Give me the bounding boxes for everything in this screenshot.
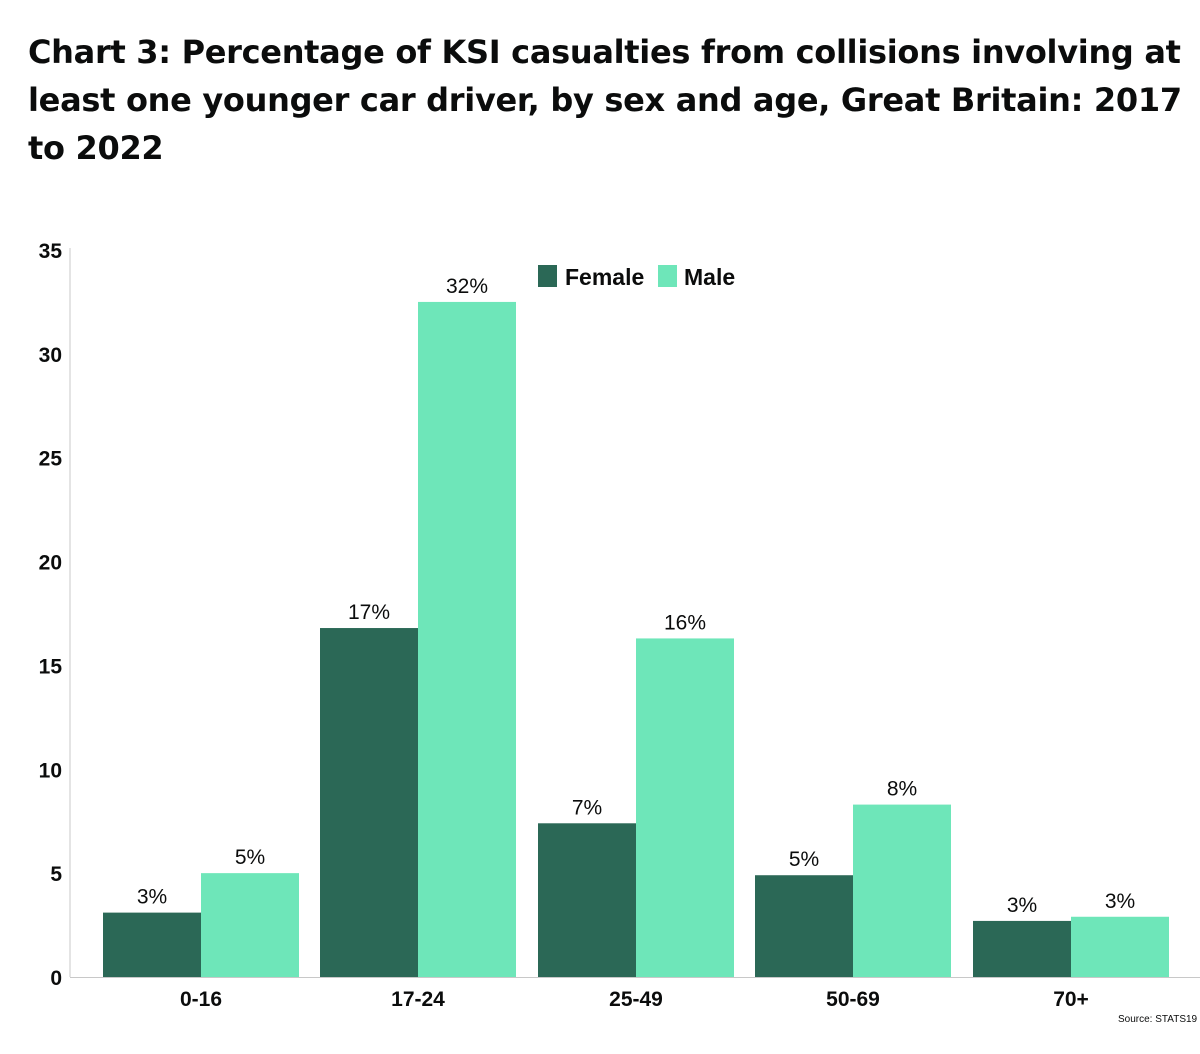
bar-female-25-49: [538, 823, 636, 977]
data-label-male-0-16: 5%: [235, 846, 265, 869]
y-tick-label: 5: [50, 863, 62, 886]
y-tick-label: 0: [50, 967, 62, 990]
bar-female-17-24: [320, 628, 418, 977]
bar-male-50-69: [853, 804, 951, 977]
x-tick-label: 70+: [1053, 988, 1089, 1011]
chart-title: Chart 3: Percentage of KSI casualties fr…: [28, 33, 1182, 167]
y-tick-label: 35: [39, 240, 63, 263]
data-label-male-70+: 3%: [1105, 890, 1135, 913]
y-tick-label: 30: [39, 344, 62, 367]
data-label-female-50-69: 5%: [789, 848, 819, 871]
source-note: Source: STATS19: [1118, 1014, 1198, 1025]
y-axis: 0 5 10 15 20 25 30 35: [39, 240, 71, 990]
data-label-female-70+: 3%: [1007, 894, 1037, 917]
source-label: Source: STATS19: [1118, 1014, 1198, 1025]
data-label-female-25-49: 7%: [572, 796, 602, 819]
x-tick-label: 25-49: [609, 988, 663, 1011]
bar-female-70+: [973, 920, 1071, 977]
legend-swatch-female: [538, 265, 557, 287]
legend-label-female: Female: [565, 264, 644, 290]
data-label-male-17-24: 32%: [446, 275, 488, 298]
bar-female-50-69: [755, 875, 853, 977]
x-tick-label: 0-16: [180, 988, 222, 1011]
y-tick-label: 20: [39, 552, 62, 575]
bar-female-0-16: [103, 912, 201, 977]
legend: Female Male: [538, 264, 735, 290]
data-label-female-0-16: 3%: [137, 886, 167, 909]
y-tick-label: 25: [39, 448, 63, 471]
y-tick-label: 10: [39, 759, 62, 782]
bar-male-25-49: [636, 638, 734, 977]
bars: [103, 301, 1169, 977]
bar-male-70+: [1071, 916, 1169, 977]
data-label-male-25-49: 16%: [664, 611, 706, 634]
data-label-female-17-24: 17%: [348, 601, 390, 624]
y-tick-label: 15: [39, 655, 63, 678]
x-tick-label: 17-24: [391, 988, 445, 1011]
data-label-male-50-69: 8%: [887, 778, 917, 801]
bar-male-17-24: [418, 301, 516, 977]
legend-label-male: Male: [684, 264, 735, 290]
data-labels: 3% 5% 17% 32% 7% 16% 5% 8% 3% 3%: [137, 275, 1135, 917]
legend-swatch-male: [658, 265, 677, 287]
x-tick-label: 50-69: [826, 988, 880, 1011]
x-axis: 0-16 17-24 25-49 50-69 70+: [70, 977, 1200, 1011]
bar-male-0-16: [201, 873, 299, 977]
